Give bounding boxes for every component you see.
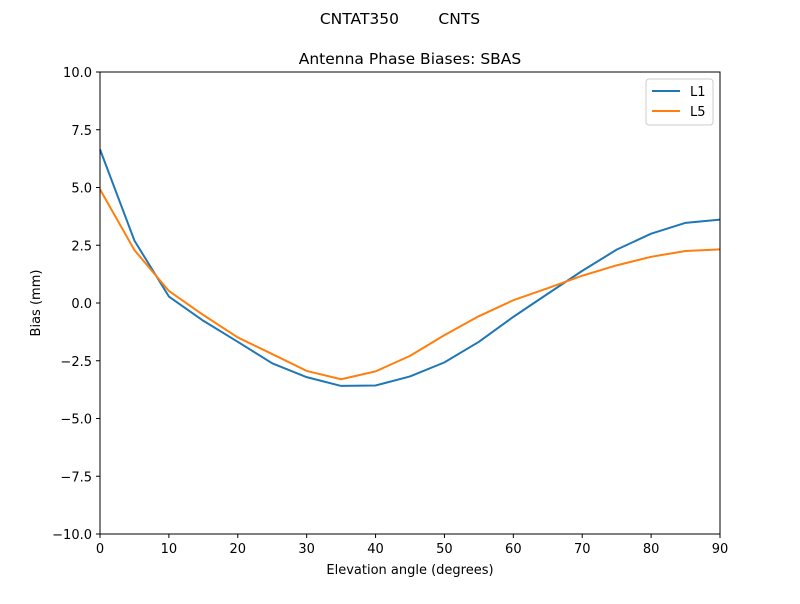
y-axis-label: Bias (mm) [29,270,44,337]
chart-title: Antenna Phase Biases: SBAS [299,50,522,68]
y-tick-label: 7.5 [71,124,92,139]
x-tick-label: 70 [574,542,591,557]
x-tick-label: 60 [505,542,522,557]
series-line-l1 [99,149,721,387]
y-tick-label: −10.0 [52,528,92,543]
legend-label: L5 [690,105,706,120]
y-tick-label: 2.5 [71,239,92,254]
x-tick-label: 40 [367,542,384,557]
plot-frame [99,71,721,535]
series-line-l5 [99,188,721,381]
x-tick-label: 10 [161,542,178,557]
x-tick-label: 0 [96,542,104,557]
x-tick-label: 30 [298,542,315,557]
x-tick-label: 50 [436,542,453,557]
x-tick-label: 20 [230,542,247,557]
x-tick-label: 90 [712,542,729,557]
x-axis-label: Elevation angle (degrees) [326,563,493,578]
legend-label: L1 [690,85,706,100]
y-tick-label: −7.5 [60,470,92,485]
suptitle: CNTAT350 CNTS [320,10,480,28]
y-tick-label: 5.0 [71,182,92,197]
x-tick-label: 80 [643,542,660,557]
y-tick-label: −5.0 [60,413,92,428]
y-tick-label: −2.5 [60,355,92,370]
y-tick-label: 10.0 [63,66,92,81]
y-tick-label: 0.0 [71,297,92,312]
